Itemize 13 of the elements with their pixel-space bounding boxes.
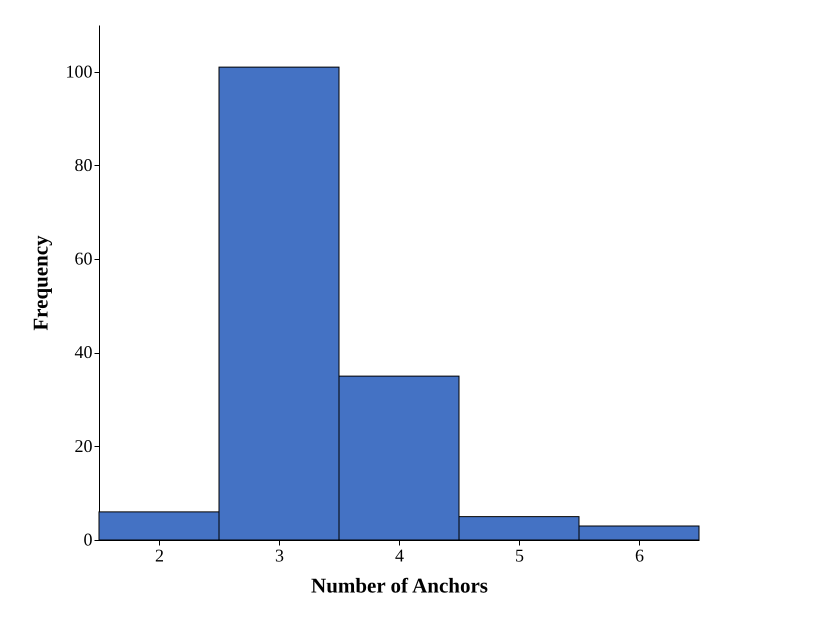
x-tick-label: 5 <box>515 546 524 566</box>
y-tick-label: 60 <box>74 248 92 269</box>
y-tick-label: 20 <box>74 436 92 456</box>
y-tick-label: 40 <box>74 342 92 362</box>
y-axis-title: Frequency <box>28 234 52 331</box>
x-tick-label: 3 <box>275 546 284 566</box>
x-tick-label: 2 <box>155 546 164 566</box>
y-tick-label: 0 <box>84 530 92 550</box>
x-axis-title: Number of Anchors <box>311 574 488 598</box>
x-tick-label: 6 <box>635 546 644 566</box>
y-tick-label: 80 <box>74 154 92 175</box>
y-tick-label: 100 <box>66 61 92 82</box>
x-tick-label: 4 <box>395 546 404 566</box>
